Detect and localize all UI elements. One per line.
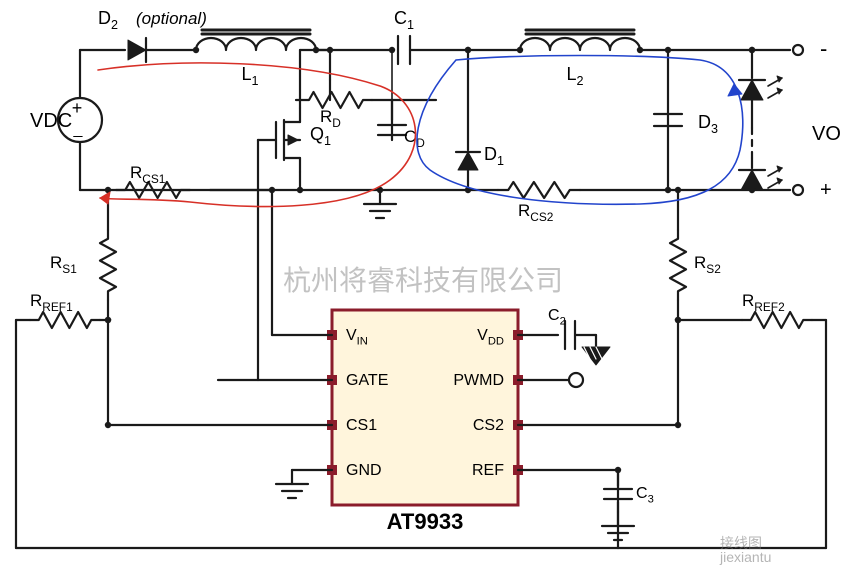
svg-text:GATE: GATE	[346, 372, 388, 389]
svg-text:Q1: Q1	[310, 124, 331, 148]
svg-text:RS1: RS1	[50, 253, 77, 276]
svg-text:D2: D2	[98, 8, 118, 32]
svg-text:D1: D1	[484, 144, 504, 168]
svg-text:RCS2: RCS2	[518, 201, 554, 224]
svg-text:-: -	[820, 36, 827, 61]
circuit-diagram: +_VDC-D2(optional)C1L1L2RDCDD1D3VO+Q1RCS…	[0, 0, 846, 567]
svg-text:C2: C2	[548, 307, 566, 327]
watermark-main: 杭州将睿科技有限公司	[283, 265, 563, 297]
svg-text:CS2: CS2	[473, 417, 504, 434]
svg-text:RS2: RS2	[694, 253, 721, 276]
svg-text:D3: D3	[698, 112, 718, 136]
svg-text:RREF2: RREF2	[742, 291, 785, 314]
svg-text:RREF1: RREF1	[30, 291, 73, 314]
svg-text:VO: VO	[812, 123, 841, 145]
svg-text:_: _	[73, 121, 84, 138]
svg-text:L1: L1	[241, 64, 258, 88]
svg-text:CS1: CS1	[346, 417, 377, 434]
svg-text:PWMD: PWMD	[453, 372, 504, 389]
svg-text:RCS1: RCS1	[130, 163, 166, 186]
svg-text:C1: C1	[394, 8, 414, 32]
svg-text:L2: L2	[566, 64, 583, 88]
svg-text:REF: REF	[472, 462, 504, 479]
svg-text:GND: GND	[346, 462, 382, 479]
watermark-footer-pinyin: jiexiantu	[719, 549, 771, 565]
chip-name: AT9933	[387, 509, 464, 534]
svg-text:(optional): (optional)	[136, 9, 207, 28]
svg-text:C3: C3	[636, 485, 654, 505]
svg-text:+: +	[820, 179, 832, 201]
svg-text:+: +	[72, 98, 83, 118]
svg-text:VDC: VDC	[30, 110, 72, 132]
